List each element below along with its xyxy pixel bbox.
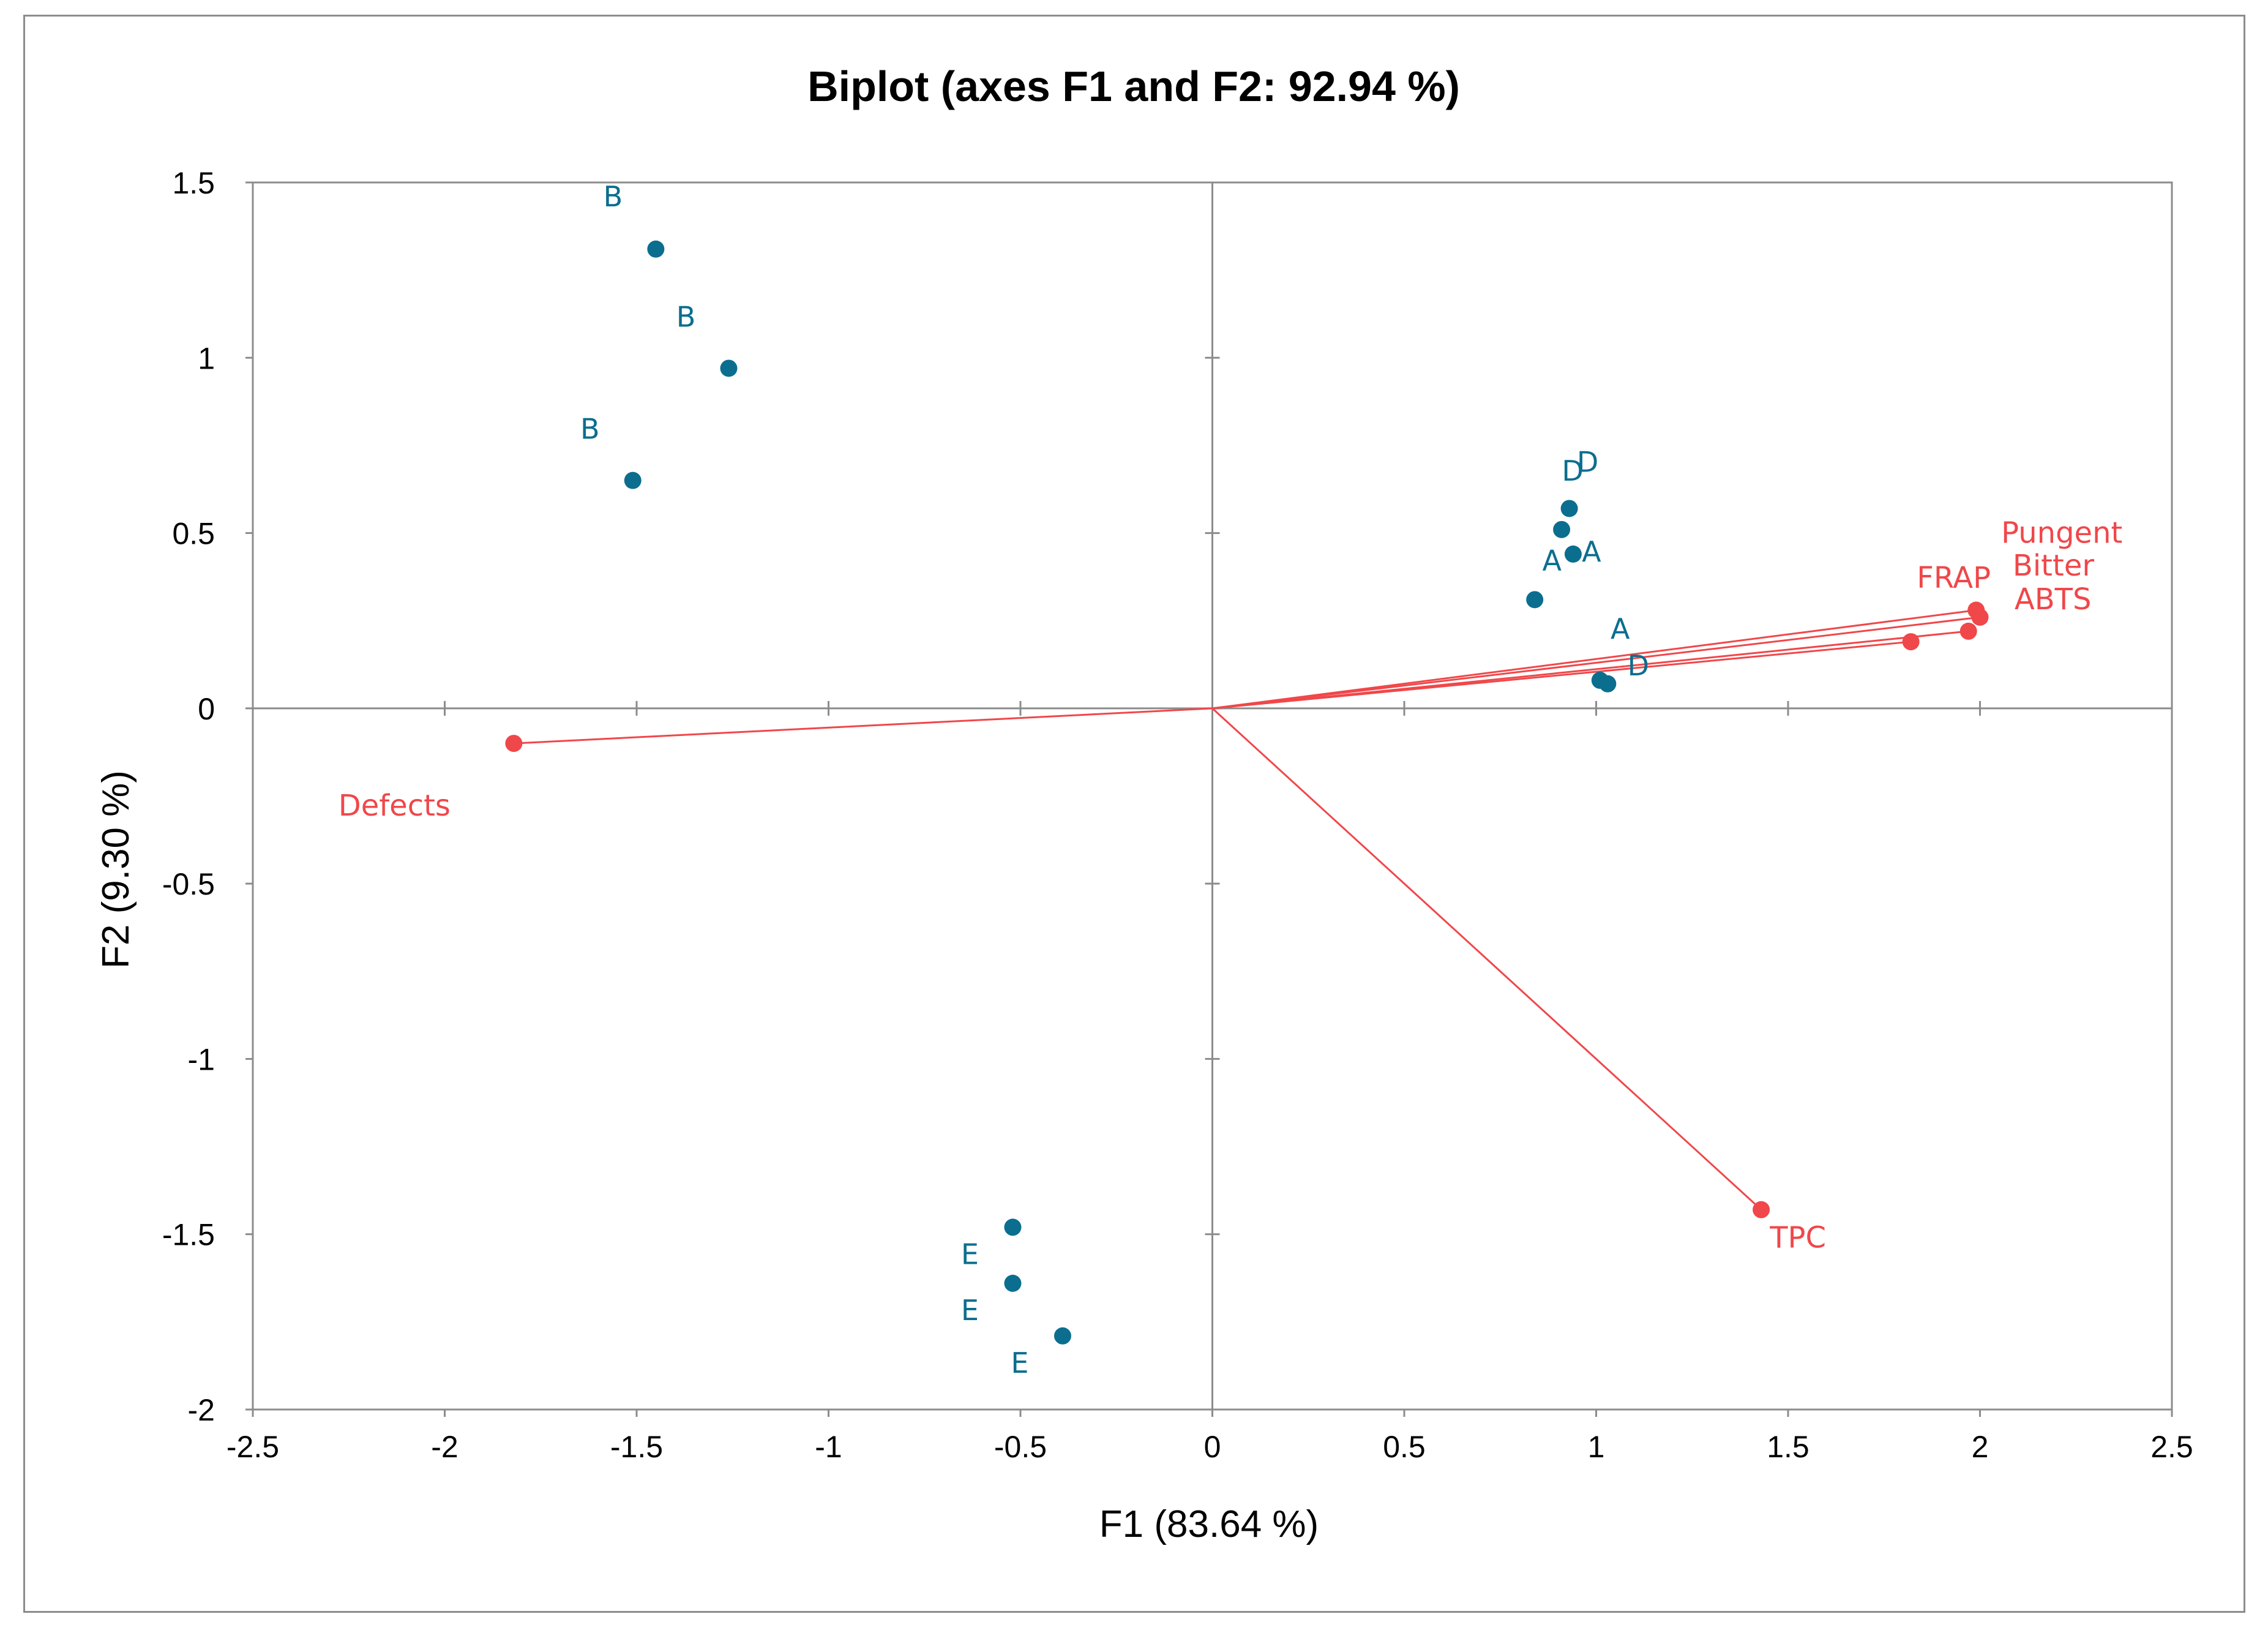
- variable-label: Bitter: [2013, 549, 2094, 583]
- variable-label: Pungent: [2001, 516, 2122, 550]
- observation-label: D: [1628, 649, 1649, 682]
- observation-label: D: [1562, 454, 1583, 487]
- variable-vector: [1212, 609, 1977, 710]
- variable-vector: [1211, 707, 1762, 1211]
- observation-label: A: [1542, 544, 1562, 577]
- x-tick-label: -0.5: [994, 1430, 1047, 1464]
- plot-area: -2.5 -2 -1.5 -1 -0.5 0 0.5 1 1.5 2 2.5 1.5 1 0.5 0 -0.5…: [162, 166, 2193, 1464]
- variable-point: [1959, 622, 1977, 640]
- observation-point: [1553, 520, 1571, 538]
- x-tick-label: -2.5: [226, 1430, 279, 1464]
- x-axis-label: F1 (83.64 %): [1099, 1503, 1319, 1545]
- variable-label: Defects: [339, 789, 451, 823]
- variable-point: [505, 735, 523, 753]
- observation-point: [1599, 675, 1617, 693]
- x-tick-label: 0.5: [1383, 1430, 1426, 1464]
- x-tick-label: -1: [815, 1430, 842, 1464]
- observation-label: A: [1582, 535, 1601, 568]
- observation-point: [1054, 1327, 1071, 1345]
- variable-vector: [514, 707, 1213, 745]
- y-tick-label: 1: [198, 341, 215, 375]
- observation-label: D: [1577, 445, 1598, 478]
- variable-label: TPC: [1769, 1221, 1826, 1255]
- y-tick-label: -1: [188, 1042, 215, 1076]
- chart-frame: [23, 15, 2245, 1613]
- y-tick-label: 0.5: [172, 517, 215, 551]
- observation-label: B: [604, 180, 623, 213]
- y-tick-label: 1.5: [172, 166, 215, 200]
- chart-title: Biplot (axes F1 and F2: 92.94 %): [807, 62, 1460, 110]
- observation-label: E: [961, 1294, 979, 1327]
- x-tick-label: -2: [431, 1430, 458, 1464]
- variable-label: ABTS: [2015, 582, 2092, 617]
- variable-vector: [1212, 616, 1980, 710]
- x-tick-label: 1: [1588, 1430, 1605, 1464]
- x-tick-label: 2.5: [2150, 1430, 2193, 1464]
- x-tick-label: -1.5: [610, 1430, 663, 1464]
- observation-point: [1004, 1274, 1022, 1292]
- variable-vector: [1212, 630, 1969, 710]
- observation-label: E: [961, 1237, 979, 1271]
- y-axis-label: F2 (9.30 %): [95, 770, 137, 969]
- y-tick-label: 0: [198, 692, 215, 726]
- observation-point: [1560, 500, 1578, 517]
- observation-label: B: [580, 413, 600, 446]
- observation-point: [720, 359, 738, 377]
- variable-label: FRAP: [1917, 561, 1991, 595]
- y-tick-label: -2: [188, 1393, 215, 1427]
- y-tick-label: -1.5: [162, 1218, 215, 1252]
- observation-point: [624, 471, 642, 489]
- observation-label: B: [676, 300, 696, 333]
- observation-label: A: [1611, 612, 1630, 645]
- variable-point: [1753, 1201, 1770, 1218]
- x-tick-label: 0: [1204, 1430, 1221, 1464]
- y-tick-label: -0.5: [162, 867, 215, 901]
- observation-point: [1526, 591, 1544, 609]
- observation-point: [1004, 1218, 1022, 1236]
- observation-label: E: [1011, 1346, 1028, 1380]
- observation-point: [1564, 545, 1582, 563]
- x-tick-label: 1.5: [1767, 1430, 1810, 1464]
- x-tick-label: 2: [1972, 1430, 1989, 1464]
- variable-point: [1971, 608, 1989, 626]
- observation-point: [647, 240, 665, 258]
